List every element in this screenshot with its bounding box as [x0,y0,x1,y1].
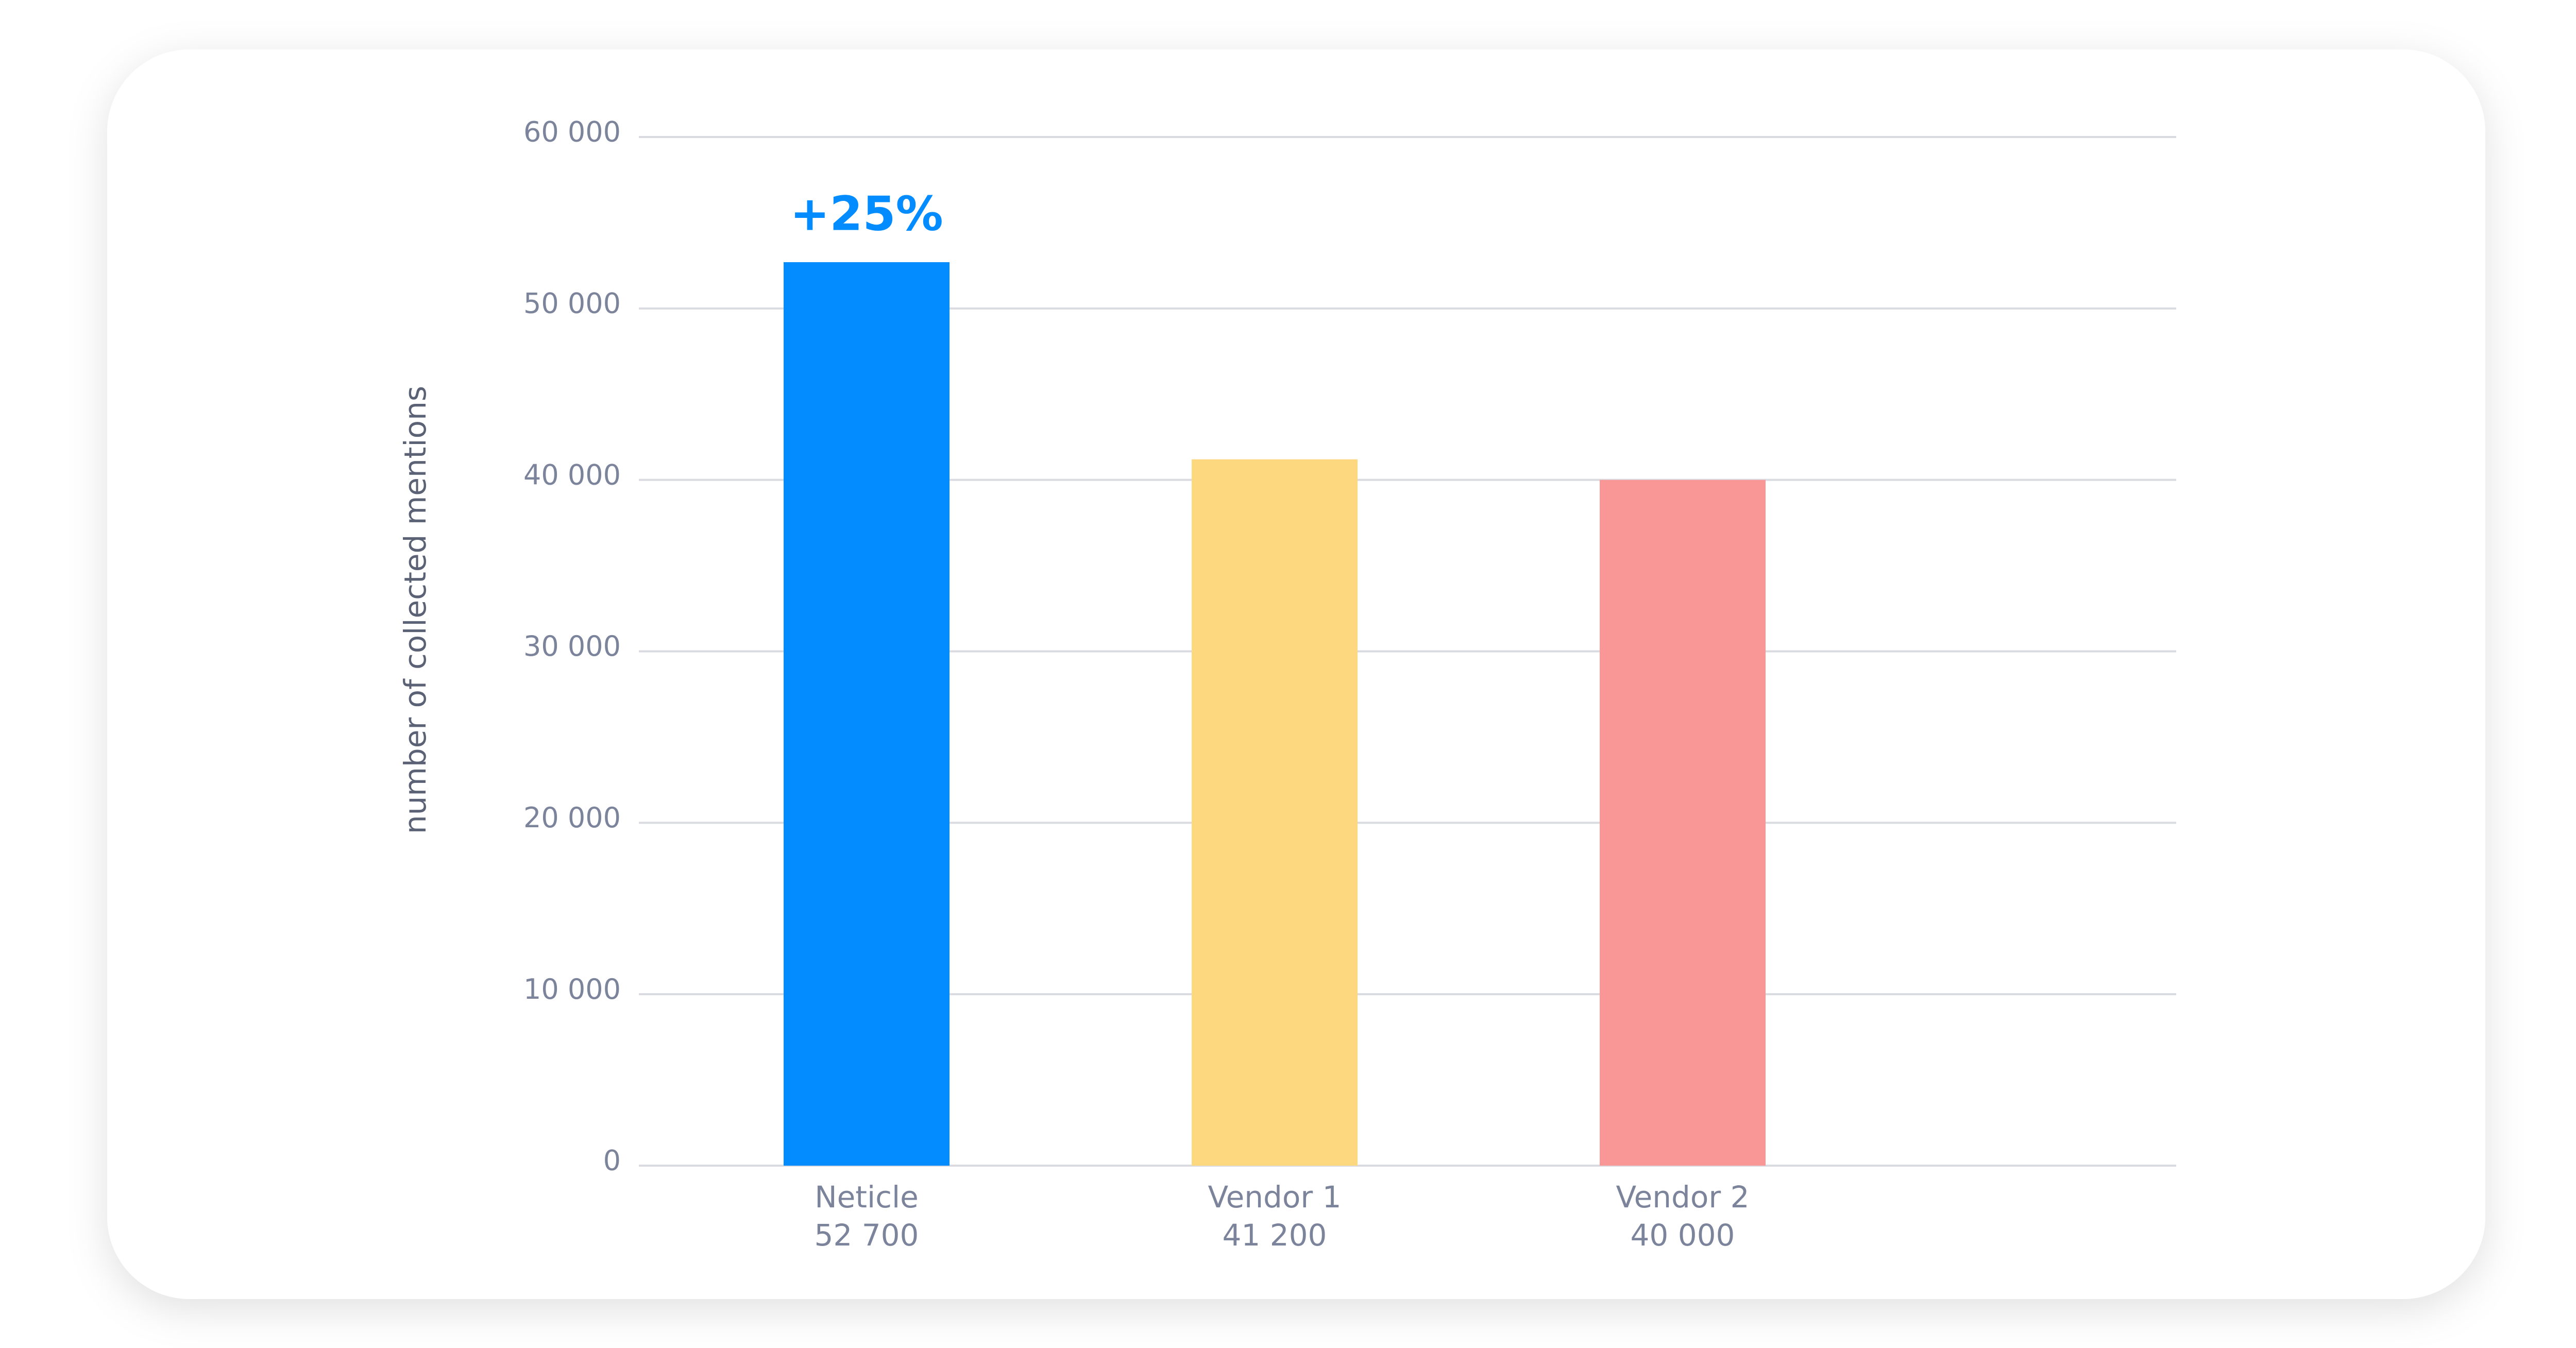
annotation: +25% [790,186,943,241]
bar [784,262,950,1166]
bar [1600,480,1766,1166]
x-tick-label: Neticle [815,1180,919,1215]
y-tick-label: 30 000 [523,630,621,662]
x-tick-label: Vendor 1 [1208,1180,1341,1215]
y-tick-label: 50 000 [523,287,621,319]
y-axis-label: number of collected mentions [398,386,433,834]
y-tick-label: 0 [603,1145,621,1177]
x-tick-label: Vendor 2 [1616,1180,1749,1215]
y-tick-label: 20 000 [523,801,621,834]
value-label: 41 200 [1223,1218,1327,1253]
y-tick-label: 10 000 [523,973,621,1005]
bar [1192,459,1358,1166]
value-label: 40 000 [1631,1218,1735,1253]
value-label: 52 700 [815,1218,919,1253]
y-tick-label: 60 000 [523,116,621,148]
y-tick-label: 40 000 [523,458,621,491]
